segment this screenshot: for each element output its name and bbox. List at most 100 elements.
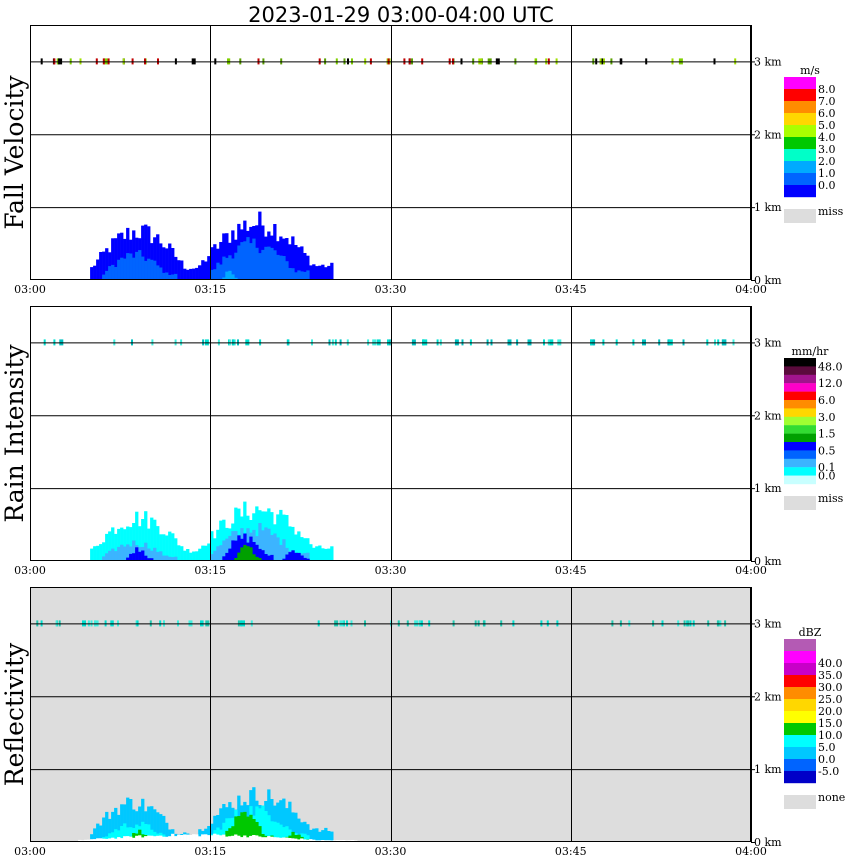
echo-feature-8 <box>234 544 262 561</box>
y-tick-label: 3 km <box>754 55 782 68</box>
x-tick-label: 03:45 <box>555 283 587 296</box>
noise-band <box>40 58 737 65</box>
echo-feature-3 <box>102 250 178 280</box>
figure-title: 2023-01-29 03:00-04:00 UTC <box>248 3 554 27</box>
legend-swatch <box>784 759 816 772</box>
panel-3: 03:00 03:15 03:30 03:45 04:000 km 1 km 2 km 3 k… <box>0 587 845 858</box>
legend-label: 35.0 <box>818 669 843 682</box>
y-tick-label: 2 km <box>754 128 782 141</box>
legend-label: 0.5 <box>818 444 836 457</box>
legend: dBZ 40.035.030.025.020.015.010.05.00.0-5.… <box>784 626 845 809</box>
y-tick-label: 3 km <box>754 336 782 349</box>
legend-swatch <box>784 391 816 401</box>
legend-label: 0.0 <box>818 753 836 766</box>
legend-swatch <box>784 687 816 700</box>
legend-label: 6.0 <box>818 394 836 407</box>
x-tick-label: 04:00 <box>735 283 767 296</box>
echo-feature-4 <box>210 237 310 280</box>
legend-label: 4.0 <box>818 131 836 144</box>
legend-swatch <box>784 101 816 114</box>
legend-swatch <box>784 433 816 443</box>
legend-swatch <box>784 675 816 688</box>
legend-label: -5.0 <box>818 765 839 778</box>
plot-background <box>30 587 751 842</box>
x-tick-label: 03:00 <box>14 564 46 577</box>
echo-feature-5 <box>222 270 238 280</box>
legend-label: 1.0 <box>818 167 836 180</box>
legend-swatch <box>784 425 816 434</box>
legend-miss-swatch <box>784 209 816 223</box>
plot-frame <box>30 587 751 842</box>
echo-feature-6 <box>222 811 274 842</box>
legend-label: 7.0 <box>818 95 836 108</box>
x-tick-label: 03:00 <box>14 283 46 296</box>
legend-label: 0.0 <box>818 179 836 192</box>
plot-frame <box>30 25 751 280</box>
legend-label: 1.5 <box>818 428 836 441</box>
legend-label: 12.0 <box>818 377 843 390</box>
y-tick-label: 1 km <box>754 201 782 214</box>
legend-miss-label: miss <box>818 492 844 505</box>
legend-unit: mm/hr <box>792 345 830 358</box>
echo-feature-7 <box>282 550 310 561</box>
legend-swatch <box>784 161 816 174</box>
legend-swatch <box>784 475 816 485</box>
y-tick-label: 1 km <box>754 763 782 776</box>
legend-swatch <box>784 699 816 712</box>
legend-label: 25.0 <box>818 693 843 706</box>
legend-swatch <box>784 383 816 392</box>
legend-swatch <box>784 711 816 724</box>
panel-1: 03:00 03:15 03:30 03:45 04:000 km 1 km 2 km 3 k… <box>0 25 844 296</box>
legend-label: 2.0 <box>818 155 836 168</box>
legend-swatch <box>784 663 816 676</box>
legend-swatch <box>784 747 816 760</box>
y-tick-label: 2 km <box>754 409 782 422</box>
legend: m/s 8.07.06.05.04.03.02.01.00.0 miss <box>784 64 844 223</box>
legend-swatch <box>784 735 816 748</box>
y-tick-label: 0 km <box>754 555 782 568</box>
grid <box>30 306 752 561</box>
legend-swatch <box>784 137 816 150</box>
legend-unit: m/s <box>800 64 820 77</box>
legend-label: 0.1 <box>818 461 836 474</box>
legend-swatch <box>784 771 816 784</box>
legend-swatch <box>784 723 816 736</box>
y-tick-label: 3 km <box>754 617 782 630</box>
panel-2: 03:00 03:15 03:30 03:45 04:000 km 1 km 2 km 3 k… <box>0 306 844 577</box>
y-tick-label: 1 km <box>754 482 782 495</box>
x-tick-label: 03:15 <box>194 845 226 858</box>
x-tick-label: 03:45 <box>555 564 587 577</box>
legend-swatch <box>784 366 816 375</box>
legend-label: 0.0 <box>818 470 836 483</box>
x-tick-label: 03:30 <box>375 845 407 858</box>
legend-swatch <box>784 149 816 162</box>
noise-band <box>36 620 727 627</box>
legend-label: 3.0 <box>818 411 836 424</box>
y-tick-label: 2 km <box>754 690 782 703</box>
legend: mm/hr 48.0 12.0 6.0 3.0 1.5 0.5 0.10.0 miss <box>784 345 844 510</box>
legend-label: 10.0 <box>818 729 843 742</box>
legend-swatch <box>784 651 816 664</box>
panel-title: Reflectivity <box>0 642 29 786</box>
legend-swatch <box>784 374 816 384</box>
legend-label: 20.0 <box>818 705 843 718</box>
legend-label: 40.0 <box>818 657 843 670</box>
legend-label: 30.0 <box>818 681 843 694</box>
legend-miss-label: none <box>818 791 845 804</box>
legend-miss-swatch <box>784 795 816 809</box>
legend-swatch <box>784 408 816 417</box>
legend-label: 48.0 <box>818 360 843 373</box>
legend-swatch <box>784 77 816 90</box>
legend-label: 5.0 <box>818 741 836 754</box>
legend-swatch <box>784 450 816 459</box>
x-tick-label: 04:00 <box>735 564 767 577</box>
legend-label: 3.0 <box>818 143 836 156</box>
legend-swatch <box>784 639 816 652</box>
legend-unit: dBZ <box>799 626 822 639</box>
legend-miss-label: miss <box>818 205 844 218</box>
legend-label: 6.0 <box>818 107 836 120</box>
legend-swatch <box>784 467 816 476</box>
y-tick-label: 0 km <box>754 836 782 849</box>
legend-swatch <box>784 113 816 126</box>
